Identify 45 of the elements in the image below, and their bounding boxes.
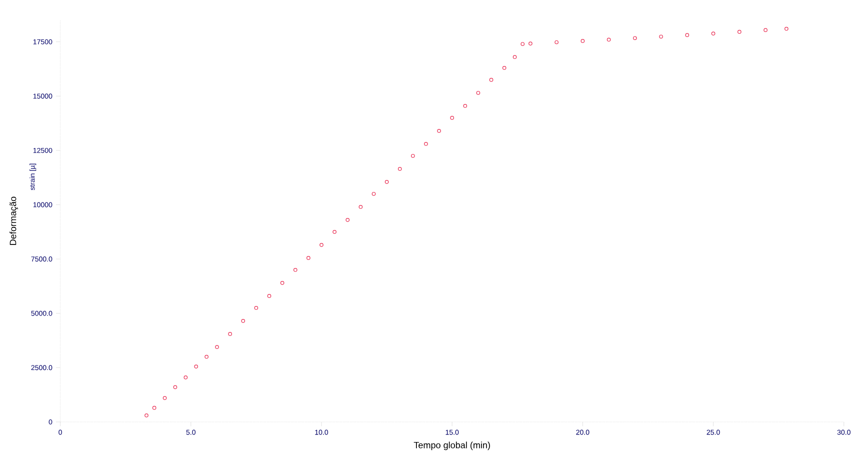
point (204, 354, 208, 359)
point (738, 30, 742, 34)
point (502, 66, 506, 70)
point (194, 364, 198, 368)
point (528, 42, 532, 46)
point (437, 128, 441, 133)
point (512, 55, 517, 59)
point (520, 42, 525, 46)
point (173, 385, 178, 390)
point (293, 268, 298, 272)
point (784, 26, 788, 31)
x-axis-title: Tempo global (min) (414, 442, 490, 450)
point (144, 413, 148, 418)
point (764, 28, 768, 32)
y-axis-title: Deformação (10, 196, 18, 245)
point (450, 116, 454, 120)
point (606, 38, 611, 42)
point (554, 40, 558, 44)
point (633, 36, 637, 40)
point (332, 230, 336, 234)
point (320, 242, 324, 247)
point (280, 280, 284, 285)
point (659, 34, 663, 38)
point (228, 332, 232, 336)
point (215, 345, 219, 349)
point (424, 142, 428, 146)
point (152, 406, 156, 410)
point (241, 318, 246, 323)
point (489, 78, 494, 82)
point (267, 294, 272, 298)
point (384, 180, 389, 184)
point (372, 192, 376, 196)
point (358, 204, 363, 209)
point (398, 166, 402, 171)
point (685, 33, 690, 37)
point (580, 38, 585, 43)
point (254, 306, 258, 310)
point (463, 104, 468, 108)
point (476, 90, 480, 95)
point (711, 32, 716, 36)
point (184, 375, 188, 380)
point (411, 154, 415, 158)
point (346, 218, 350, 222)
point (162, 396, 167, 400)
point (306, 256, 310, 260)
